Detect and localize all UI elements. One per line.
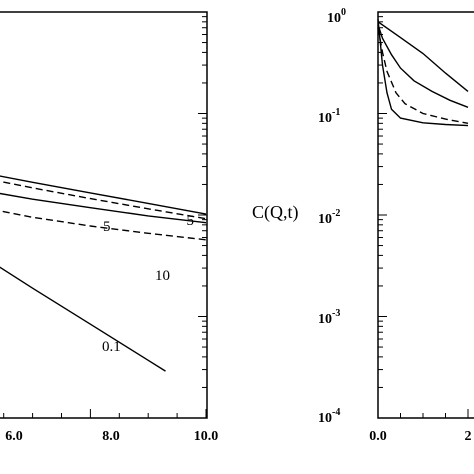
right-y-axis-label: C(Q,t) [252, 202, 299, 223]
right-x-tick-label-0: 0.0 [369, 429, 387, 444]
left-series-1 [0, 175, 207, 215]
left-x-tick-label-10: 10.0 [194, 429, 219, 444]
left-curve-label-5: 5 [103, 219, 111, 235]
left-plot-frame [0, 11, 208, 419]
left-series-3 [0, 192, 207, 224]
left-x-tick-label-6: 6.0 [5, 429, 23, 444]
left-curve-label-10: 10 [155, 268, 170, 284]
right-plot-frame [377, 11, 474, 419]
right-y-tick-label-1e-3: 10-3 [318, 308, 340, 327]
right-y-tick-label-1e-1: 10-1 [318, 107, 340, 126]
right-panel: C(Q,t) 100 10-1 10-2 10-3 10-4 0.0 2 [252, 7, 474, 444]
left-series-2 [0, 180, 207, 220]
right-y-tick-label-1e0: 100 [327, 7, 346, 26]
left-series-5 [0, 266, 166, 372]
right-x-tick-label-2: 2 [465, 429, 472, 444]
left-series-4 [0, 210, 207, 241]
left-y-tick-label-5: 5 [187, 213, 195, 229]
right-series-1 [377, 21, 469, 92]
right-y-tick-label-1e-2: 10-2 [318, 208, 340, 227]
left-panel: 5 10 0.1 5 6.0 8.0 10.0 [0, 11, 219, 444]
right-series-3 [377, 27, 469, 124]
left-series-group [0, 175, 207, 372]
left-axis-ticks [3, 16, 207, 419]
left-curve-label-0.1: 0.1 [102, 339, 121, 355]
right-y-tick-label-1e-4: 10-4 [318, 407, 340, 426]
left-x-tick-label-8: 8.0 [102, 429, 120, 444]
right-series-4 [377, 19, 469, 127]
right-series-group [377, 19, 469, 127]
right-axis-ticks [377, 16, 469, 419]
right-series-2 [377, 24, 469, 108]
